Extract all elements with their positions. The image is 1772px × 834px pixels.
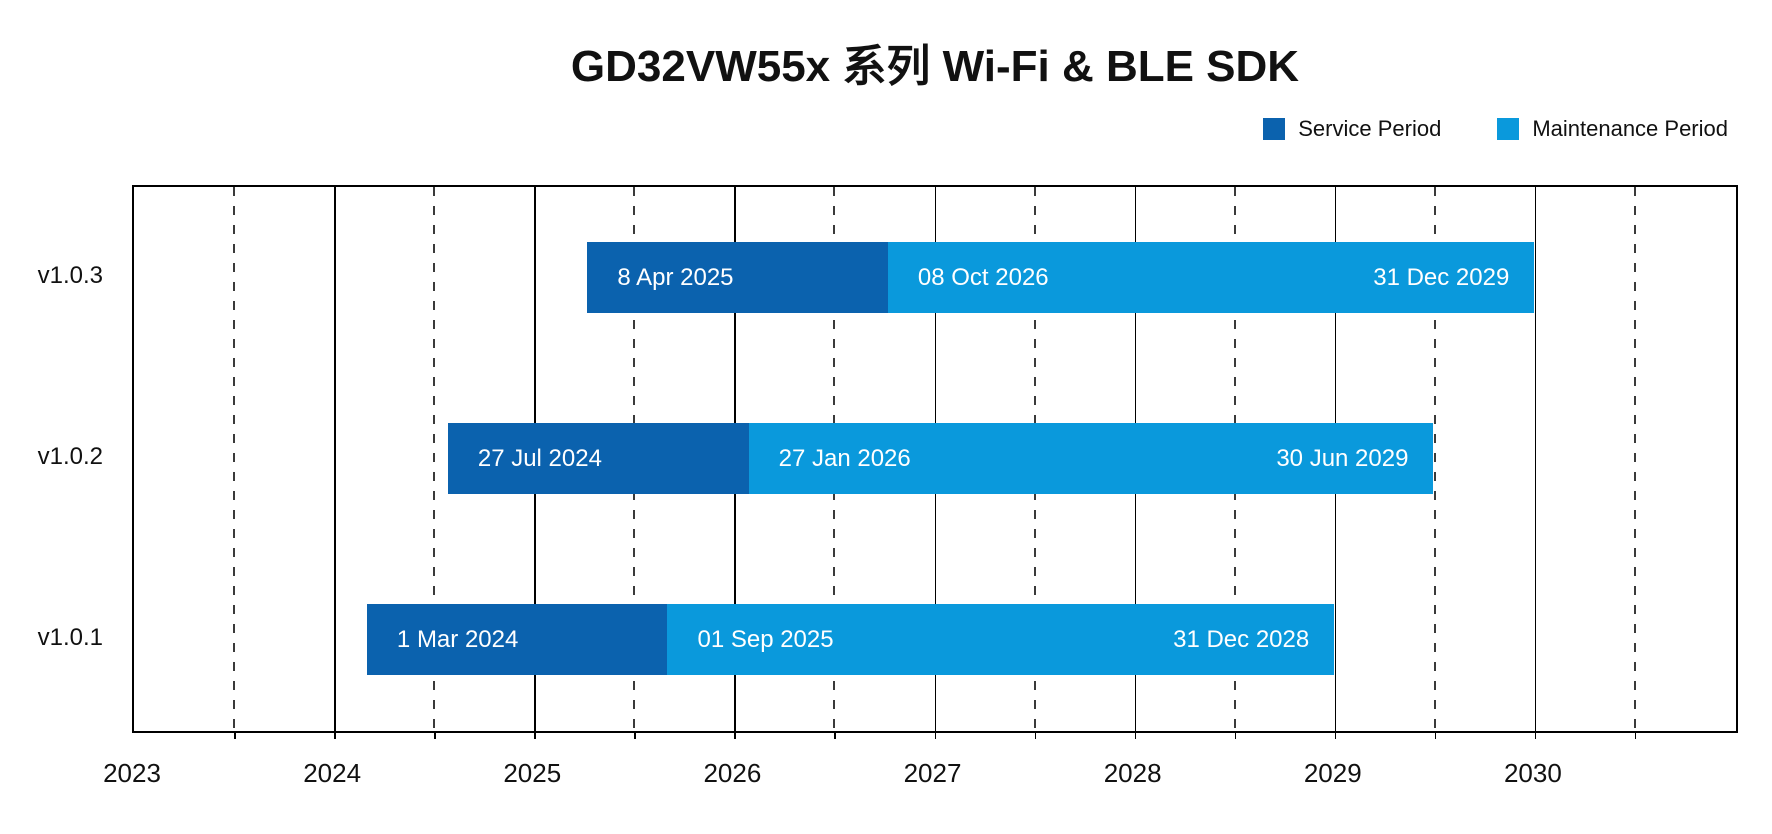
maintenance-period-bar (667, 604, 1335, 675)
maintenance-period-bar (887, 242, 1535, 313)
version-label-v1.0.2: v1.0.2 (37, 442, 103, 470)
legend-label-maintenance: Maintenance Period (1532, 116, 1728, 141)
service-start-date-label: 27 Jul 2024 (477, 444, 602, 472)
x-tick-label-2025: 2025 (503, 758, 562, 788)
end-date-label: 31 Dec 2028 (1173, 625, 1310, 653)
year-tick (1134, 731, 1137, 739)
end-date-label: 31 Dec 2029 (1373, 263, 1510, 291)
half-year-tick (434, 731, 436, 739)
x-tick-label-2030: 2030 (1503, 758, 1562, 788)
x-tick-label-2024: 2024 (303, 758, 362, 788)
timeline-row-v1.0.2: 27 Jul 2024 27 Jan 2026 30 Jun 2029 (134, 423, 1736, 494)
half-year-tick (234, 731, 236, 739)
half-year-gridline (233, 187, 236, 731)
chart-title: GD32VW55x 系列 Wi-Fi & BLE SDK (570, 42, 1300, 91)
legend-item-maintenance: Maintenance Period (1497, 116, 1728, 142)
year-tick (1534, 731, 1537, 739)
half-year-tick (1434, 731, 1437, 739)
maintenance-start-date-label: 01 Sep 2025 (697, 625, 834, 653)
x-tick-label-2028: 2028 (1103, 758, 1162, 788)
maintenance-period-swatch-icon (1497, 118, 1520, 140)
year-tick (334, 731, 336, 739)
service-period-swatch-icon (1263, 118, 1286, 140)
year-tick (1334, 731, 1337, 739)
half-year-tick (634, 731, 636, 739)
half-year-tick (1034, 731, 1037, 739)
x-tick-label-2027: 2027 (903, 758, 962, 788)
service-start-date-label: 1 Mar 2024 (396, 625, 519, 653)
half-year-tick (834, 731, 836, 739)
maintenance-start-date-label: 27 Jan 2026 (778, 444, 911, 472)
service-period-bar (366, 604, 668, 675)
half-year-tick (1634, 731, 1637, 739)
half-year-gridline (433, 187, 436, 731)
version-label-v1.0.3: v1.0.3 (37, 261, 103, 289)
x-tick-label-2029: 2029 (1303, 758, 1362, 788)
timeline-row-v1.0.1: 1 Mar 2024 01 Sep 2025 31 Dec 2028 (134, 604, 1736, 675)
year-gridline (1534, 187, 1537, 731)
half-year-gridline (1633, 187, 1636, 731)
plot-area: 8 Apr 2025 08 Oct 2026 31 Dec 2029 27 Jul 2… (132, 185, 1738, 739)
legend: Service Period Maintenance Period (1263, 116, 1728, 142)
x-tick-label-2023: 2023 (103, 758, 161, 788)
end-date-label: 30 Jun 2029 (1276, 444, 1409, 472)
service-period-bar (447, 423, 749, 494)
year-tick (734, 731, 736, 739)
year-tick (534, 731, 536, 739)
service-period-bar (587, 242, 888, 313)
maintenance-period-bar (748, 423, 1434, 494)
legend-label-service: Service Period (1298, 116, 1442, 141)
half-year-gridline (1433, 187, 1436, 731)
x-tick-label-2026: 2026 (703, 758, 762, 788)
version-label-v1.0.1: v1.0.1 (37, 623, 103, 651)
half-year-tick (1234, 731, 1237, 739)
timeline-row-v1.0.3: 8 Apr 2025 08 Oct 2026 31 Dec 2029 (134, 242, 1736, 313)
maintenance-start-date-label: 08 Oct 2026 (917, 263, 1049, 291)
year-tick (934, 731, 936, 739)
legend-item-service: Service Period (1263, 116, 1441, 142)
service-start-date-label: 8 Apr 2025 (617, 263, 734, 291)
year-gridline (334, 187, 336, 731)
